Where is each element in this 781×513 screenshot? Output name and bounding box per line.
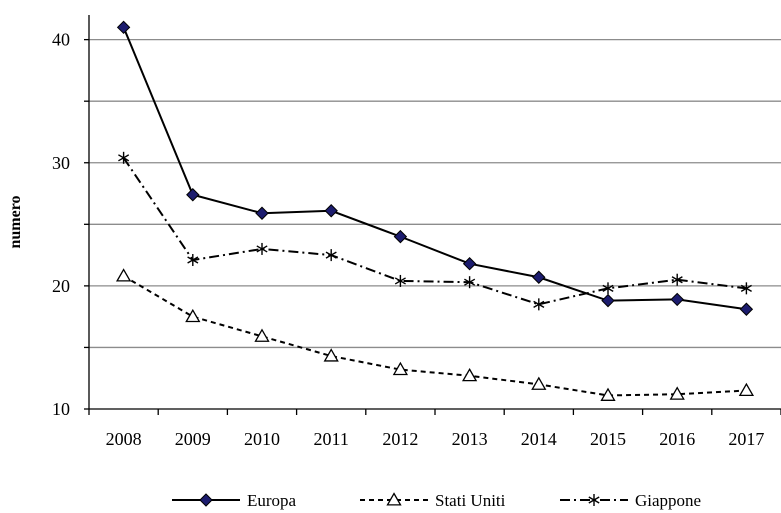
- data-point-diamond: [255, 206, 269, 220]
- data-point-triangle: [115, 268, 132, 282]
- x-tick-label: 2012: [382, 429, 418, 449]
- data-point-diamond: [532, 270, 546, 284]
- x-tick-label: 2013: [452, 429, 488, 449]
- y-tick-label: 40: [52, 30, 70, 50]
- asterisk-stroke: [464, 278, 476, 286]
- series-line: [123, 275, 747, 397]
- x-tick-label: 2015: [590, 429, 626, 449]
- asterisk-stroke: [533, 300, 545, 308]
- x-tick-label: 2016: [659, 429, 695, 449]
- series-stati-uniti: [115, 268, 755, 401]
- legend-item: Giappone: [560, 491, 701, 510]
- asterisk-stroke: [394, 277, 406, 285]
- data-point-triangle: [323, 348, 339, 362]
- asterisk-stroke: [118, 154, 130, 162]
- data-point-triangle: [386, 492, 402, 506]
- data-point-diamond: [739, 302, 754, 316]
- series-line: [122, 26, 747, 311]
- y-tick-labels: 10 20 30 40: [52, 30, 70, 419]
- asterisk-stroke: [325, 251, 337, 259]
- series-giappone: [118, 151, 752, 311]
- data-point-asterisk: [325, 249, 337, 262]
- data-point-triangle: [669, 386, 685, 400]
- data-point-diamond: [199, 493, 213, 507]
- asterisk-stroke: [740, 284, 752, 292]
- data-point-asterisk: [588, 494, 600, 506]
- x-tick-label: 2011: [314, 429, 349, 449]
- data-point-triangle: [461, 367, 478, 382]
- asterisk-stroke: [602, 284, 614, 292]
- data-point-diamond: [670, 292, 684, 307]
- data-point-diamond: [324, 204, 338, 218]
- series-line: [122, 157, 747, 306]
- asterisk-stroke: [256, 245, 268, 253]
- data-point-triangle: [392, 361, 409, 376]
- legend-label: Giappone: [635, 491, 701, 510]
- data-point-asterisk: [602, 282, 614, 295]
- y-tick-label: 20: [52, 276, 70, 296]
- asterisk-stroke: [187, 256, 199, 264]
- data-point-asterisk: [464, 276, 476, 289]
- asterisk-stroke: [588, 496, 600, 504]
- gridlines: [89, 38, 781, 349]
- data-point-diamond: [186, 188, 200, 202]
- data-point-asterisk: [187, 254, 199, 267]
- data-point-asterisk: [118, 151, 130, 164]
- data-point-asterisk: [671, 273, 683, 286]
- data-point-diamond: [116, 20, 131, 35]
- legend-item: Stati Uniti: [360, 491, 506, 510]
- x-tick-label: 2009: [175, 429, 211, 449]
- y-axis-label: numero: [7, 195, 24, 248]
- data-point-asterisk: [740, 282, 752, 295]
- data-point-diamond: [601, 293, 615, 308]
- legend-label: Stati Uniti: [435, 491, 506, 510]
- data-point-triangle: [254, 328, 270, 342]
- x-tick-label: 2010: [244, 429, 280, 449]
- data-point-diamond: [393, 229, 408, 244]
- data-point-asterisk: [256, 242, 268, 255]
- data-point-triangle: [600, 387, 616, 401]
- series-layer: [115, 20, 755, 401]
- x-tick-labels: 2008 2009 2010 2011 2012 2013 2014 2015 2016 2017: [106, 429, 765, 449]
- series-europa: [116, 20, 754, 316]
- data-point-triangle: [185, 308, 201, 323]
- data-point-diamond: [462, 257, 477, 271]
- legend: Europa Stati Uniti Giappone: [172, 491, 701, 510]
- legend-label: Europa: [247, 491, 297, 510]
- x-tick-label: 2014: [521, 429, 557, 449]
- legend-item: Europa: [172, 491, 297, 510]
- data-point-asterisk: [394, 274, 406, 287]
- x-tick-label: 2017: [728, 429, 764, 449]
- data-point-asterisk: [533, 298, 545, 311]
- asterisk-stroke: [671, 276, 683, 284]
- data-point-triangle: [738, 382, 755, 397]
- y-tick-label: 10: [52, 399, 70, 419]
- axes: [84, 15, 781, 415]
- x-tick-label: 2008: [106, 429, 142, 449]
- data-point-triangle: [531, 376, 547, 390]
- y-tick-label: 30: [52, 153, 70, 173]
